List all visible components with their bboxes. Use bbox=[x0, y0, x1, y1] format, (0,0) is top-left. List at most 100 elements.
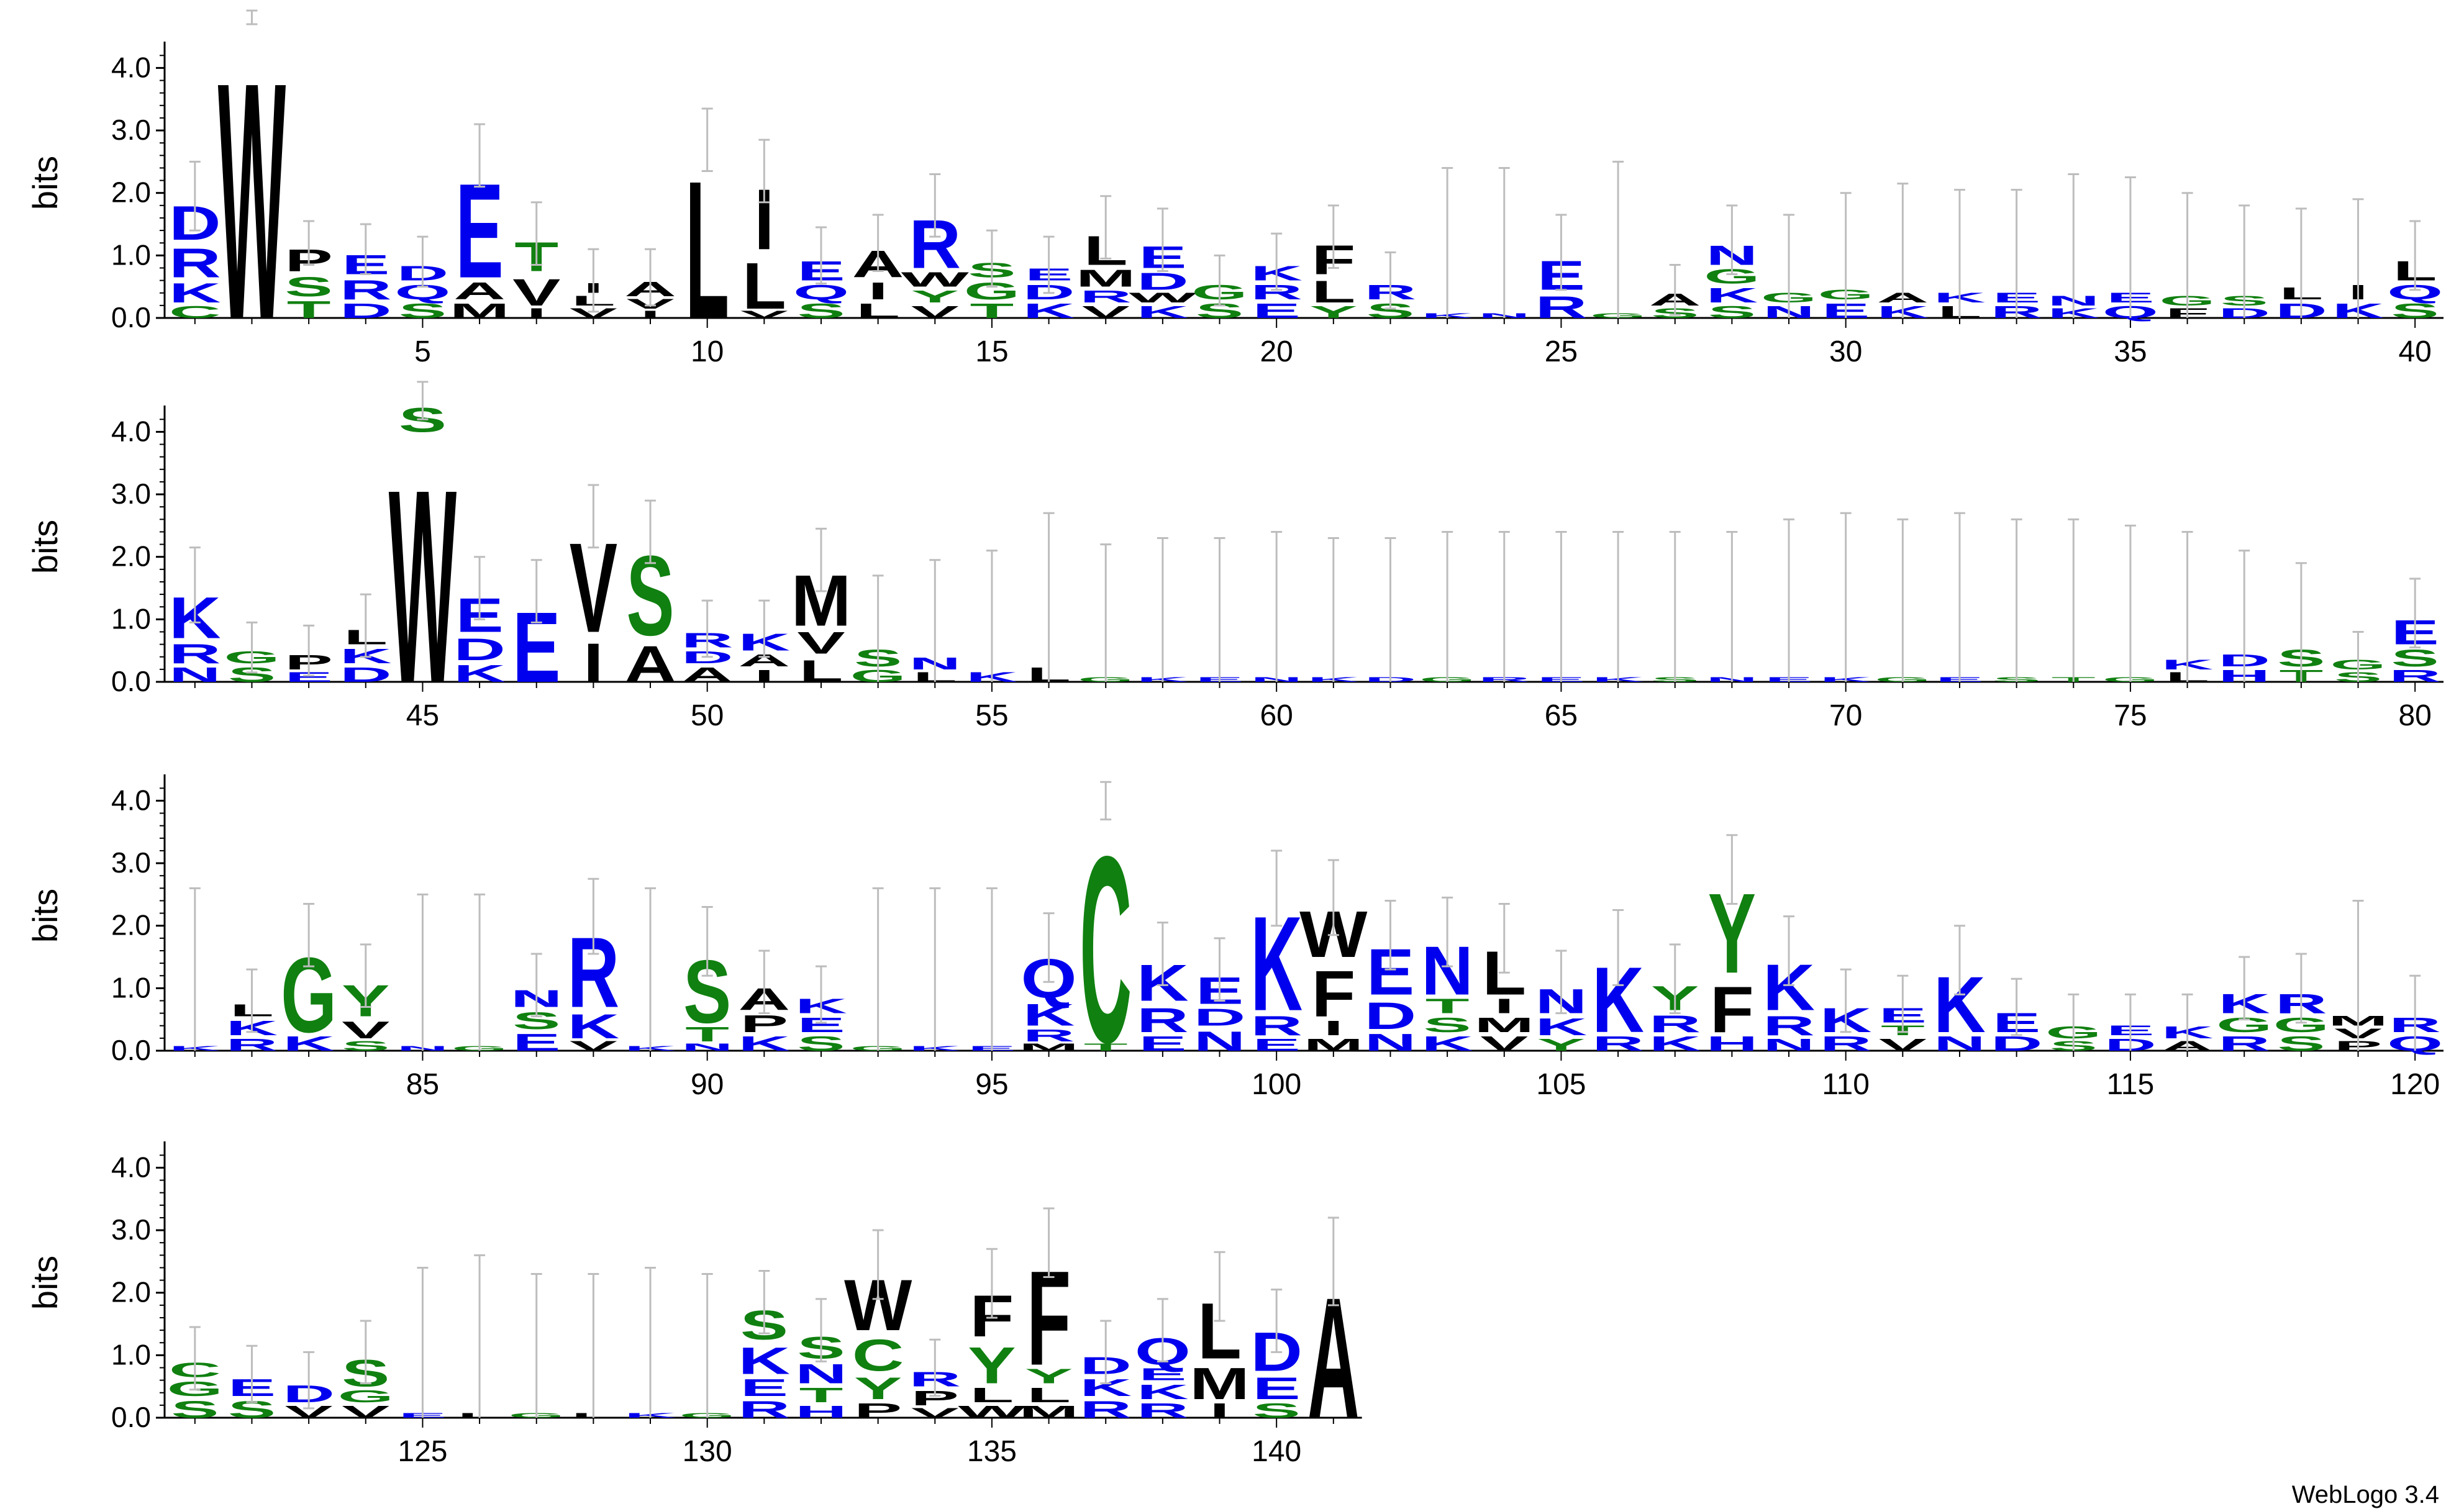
logo-letter-N: N bbox=[1194, 1026, 1246, 1057]
logo-letter-T: T bbox=[1084, 1041, 1128, 1053]
x-tick-label: 130 bbox=[683, 1435, 732, 1468]
logo-letter-V: V bbox=[797, 625, 845, 660]
logo-letter-C: C bbox=[852, 1331, 904, 1380]
logo-letter-M: M bbox=[1475, 1013, 1534, 1036]
x-tick-label: 135 bbox=[967, 1435, 1017, 1468]
logo-letter-R: R bbox=[2218, 1032, 2270, 1055]
logo-letter-S: S bbox=[1708, 302, 1756, 322]
logo-letter-A: A bbox=[453, 278, 506, 304]
weblogo-version-label: WebLogo 3.4 bbox=[2291, 1481, 2439, 1508]
y-axis-title: bits bbox=[25, 156, 65, 210]
logo-letter-V: V bbox=[512, 271, 561, 314]
logo-letter-K: K bbox=[738, 1339, 790, 1382]
logo-letter-M: M bbox=[1076, 265, 1135, 292]
logo-letter-S: S bbox=[2391, 299, 2439, 322]
logo-letter-V: V bbox=[1879, 1035, 1927, 1054]
y-axis-title: bits bbox=[25, 520, 65, 574]
y-tick-label: 2.0 bbox=[111, 1276, 151, 1308]
logo-letter-K: K bbox=[1421, 1032, 1473, 1055]
y-axis-title: bits bbox=[25, 889, 65, 943]
logo-letter-R: R bbox=[1820, 1032, 1872, 1055]
y-tick-label: 3.0 bbox=[111, 846, 151, 879]
x-tick-label: 25 bbox=[1545, 335, 1578, 368]
logo-letter-R: R bbox=[1535, 290, 1588, 325]
logo-letter-K: K bbox=[1706, 284, 1758, 307]
logo-letter-C: C bbox=[1080, 802, 1132, 1099]
y-tick-label: 1.0 bbox=[111, 238, 151, 271]
logo-letter-K: K bbox=[169, 278, 221, 309]
y-tick-label: 4.0 bbox=[111, 51, 151, 83]
logo-letter-S: S bbox=[797, 299, 845, 322]
logo-letter-R: R bbox=[1080, 1396, 1132, 1423]
x-tick-label: 80 bbox=[2398, 699, 2431, 732]
logo-letter-S: S bbox=[342, 1038, 389, 1054]
logo-letter-H: H bbox=[1706, 1032, 1758, 1055]
logo-letter-N: N bbox=[681, 1041, 734, 1053]
x-tick-label: 120 bbox=[2390, 1068, 2440, 1101]
logo-letter-K: K bbox=[1023, 997, 1075, 1032]
logo-letter-D: D bbox=[1194, 1004, 1246, 1031]
logo-letter-G: G bbox=[338, 1387, 394, 1406]
y-tick-label: 0.0 bbox=[111, 301, 151, 333]
y-tick-label: 4.0 bbox=[111, 1151, 151, 1183]
logo-letter-S: S bbox=[2277, 1032, 2325, 1055]
x-tick-label: 45 bbox=[406, 699, 439, 732]
y-tick-label: 2.0 bbox=[111, 909, 151, 941]
logo-letter-E: E bbox=[512, 1029, 560, 1056]
logo-letter-Q: Q bbox=[793, 281, 849, 304]
x-tick-label: 15 bbox=[975, 335, 1008, 368]
logo-letter-R: R bbox=[1137, 1001, 1189, 1040]
logo-letter-E: E bbox=[1253, 1035, 1301, 1054]
y-tick-label: 3.0 bbox=[111, 114, 151, 146]
y-tick-label: 1.0 bbox=[111, 602, 151, 635]
logo-letter-K: K bbox=[1649, 1032, 1701, 1055]
logo-letter-M: M bbox=[1304, 1035, 1363, 1054]
logo-letter-I: I bbox=[754, 666, 774, 686]
logo-letter-R: R bbox=[340, 274, 392, 306]
logo-letter-W: W bbox=[958, 1402, 1026, 1421]
logo-letter-S: S bbox=[171, 1396, 219, 1423]
logo-letter-D: D bbox=[340, 663, 392, 686]
logo-letter-Y: Y bbox=[854, 1371, 902, 1405]
logo-letter-C: C bbox=[169, 302, 221, 322]
logo-letter-R: R bbox=[1023, 1026, 1075, 1045]
logo-letter-S: S bbox=[1253, 1399, 1301, 1422]
x-tick-label: 95 bbox=[975, 1068, 1008, 1101]
y-tick-label: 1.0 bbox=[111, 1338, 151, 1371]
logo-letter-D: D bbox=[1365, 994, 1417, 1037]
logo-letter-Y: Y bbox=[968, 1337, 1016, 1395]
logo-letter-R: R bbox=[1250, 1010, 1302, 1041]
x-tick-label: 20 bbox=[1260, 335, 1293, 368]
y-tick-label: 1.0 bbox=[111, 971, 151, 1004]
x-tick-label: 115 bbox=[2107, 1068, 2155, 1101]
logo-letter-W: W bbox=[389, 432, 457, 741]
logo-letter-I: I bbox=[583, 632, 603, 694]
x-tick-label: 100 bbox=[1252, 1068, 1301, 1101]
logo-letter-A: A bbox=[681, 663, 734, 686]
logo-letter-Y: Y bbox=[1025, 1365, 1073, 1388]
logo-letter-Y: Y bbox=[1309, 302, 1357, 322]
logo-letter-K: K bbox=[1137, 1380, 1189, 1403]
logo-letter-V: V bbox=[740, 309, 788, 320]
logo-letter-L: L bbox=[1311, 274, 1355, 309]
logo-letter-T: T bbox=[287, 296, 331, 323]
logo-letter-L: L bbox=[685, 140, 729, 360]
logo-letter-E: E bbox=[1253, 1371, 1301, 1405]
logo-letter-R: R bbox=[226, 1035, 278, 1054]
logo-letter-D: D bbox=[453, 632, 506, 666]
x-tick-label: 60 bbox=[1260, 699, 1293, 732]
logo-letter-M: M bbox=[1019, 1402, 1078, 1421]
logo-letter-N: N bbox=[1934, 1032, 1986, 1055]
logo-letter-I: I bbox=[527, 306, 547, 321]
logo-letter-M: M bbox=[450, 299, 509, 322]
y-tick-label: 4.0 bbox=[111, 784, 151, 816]
logo-letter-D: D bbox=[1137, 268, 1189, 295]
y-tick-label: 3.0 bbox=[111, 478, 151, 510]
logo-letter-S: S bbox=[284, 271, 332, 302]
logo-letter-K: K bbox=[1137, 302, 1189, 322]
logo-letter-R: R bbox=[169, 638, 221, 669]
logo-letter-T: T bbox=[970, 299, 1014, 322]
logo-letter-S: S bbox=[399, 299, 447, 322]
logo-letter-L: L bbox=[742, 250, 786, 323]
